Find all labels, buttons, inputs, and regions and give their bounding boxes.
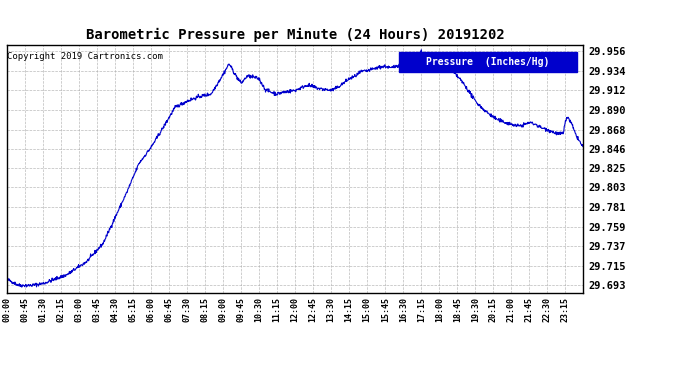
- FancyBboxPatch shape: [399, 53, 578, 72]
- Text: Copyright 2019 Cartronics.com: Copyright 2019 Cartronics.com: [8, 53, 164, 62]
- Text: Pressure  (Inches/Hg): Pressure (Inches/Hg): [426, 57, 550, 68]
- Title: Barometric Pressure per Minute (24 Hours) 20191202: Barometric Pressure per Minute (24 Hours…: [86, 28, 504, 42]
